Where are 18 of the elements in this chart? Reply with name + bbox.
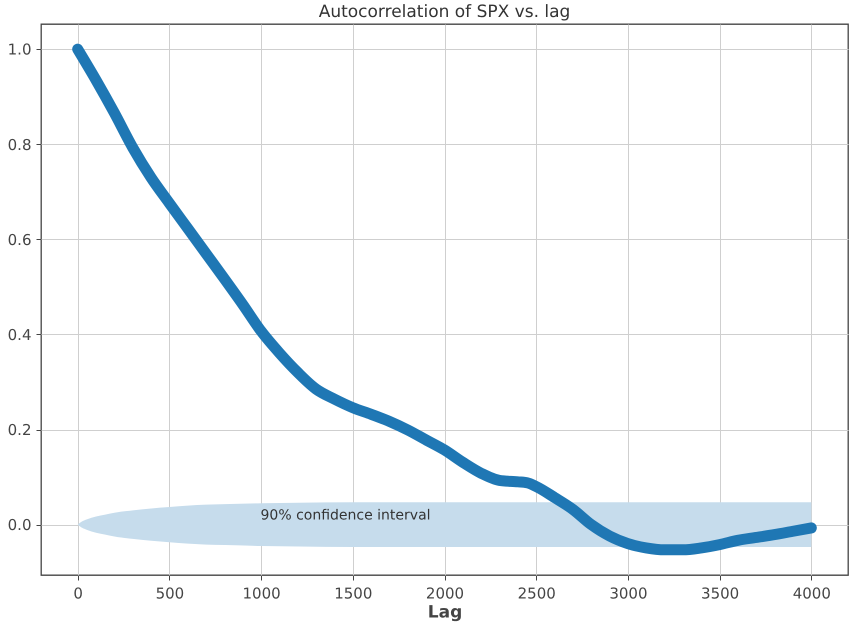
annotation: 90% confidence interval (260, 507, 431, 524)
y-tick-label: 0.4 (8, 326, 32, 344)
x-tick-label: 3500 (701, 584, 740, 602)
x-tick-label: 4000 (792, 584, 831, 602)
x-axis-title: Lag (428, 602, 462, 622)
x-tick-label: 3000 (609, 584, 648, 602)
y-tick-label: 0.0 (8, 516, 32, 534)
x-tick-label: 1500 (334, 584, 372, 602)
y-tick-label: 0.6 (8, 230, 32, 249)
x-tick-label: 1000 (242, 584, 281, 602)
x-tick-label: 500 (156, 584, 184, 602)
y-tick-label: 1.0 (8, 40, 32, 59)
x-tick-label: 2000 (426, 584, 464, 602)
y-tick-label: 0.2 (8, 421, 32, 440)
x-tick-label: 2500 (518, 584, 556, 602)
x-tick-label: 0 (73, 584, 83, 602)
y-tick-label: 0.8 (8, 136, 32, 154)
chart-title: Autocorrelation of SPX vs. lag (318, 2, 570, 22)
